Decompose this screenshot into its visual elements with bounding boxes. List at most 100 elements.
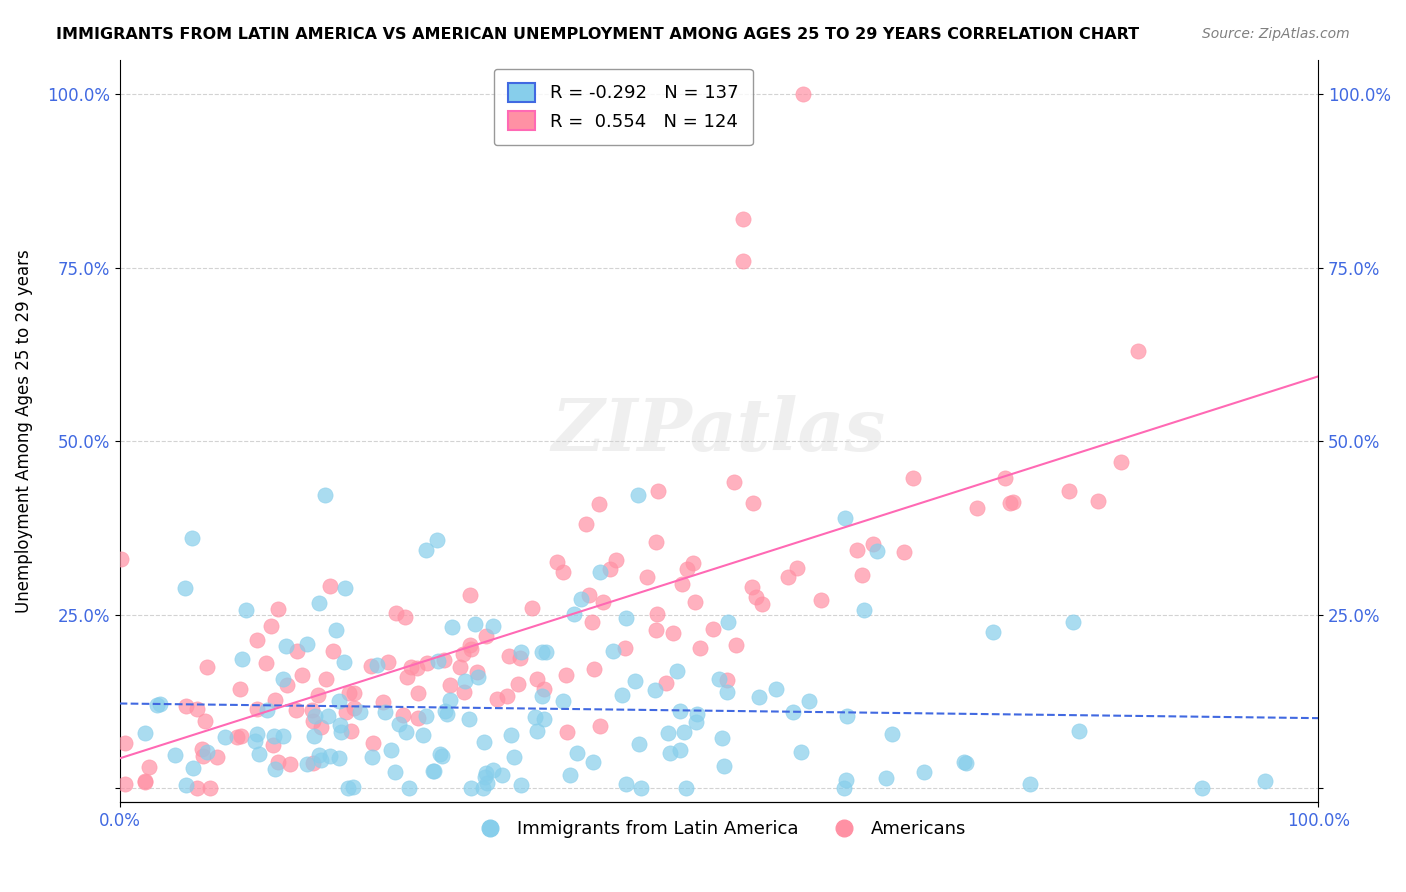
Point xyxy=(429,747,451,761)
Point xyxy=(406,711,429,725)
Point xyxy=(472,735,495,749)
Point xyxy=(406,660,429,674)
Point xyxy=(588,497,610,511)
Point xyxy=(530,689,553,703)
Point xyxy=(114,736,136,750)
Point xyxy=(245,727,267,741)
Point xyxy=(271,673,294,687)
Point xyxy=(509,651,531,665)
Point xyxy=(225,730,247,744)
Point xyxy=(186,702,208,716)
Point xyxy=(474,770,496,784)
Point xyxy=(460,641,482,656)
Point xyxy=(395,724,418,739)
Point xyxy=(745,591,768,605)
Point xyxy=(453,647,475,661)
Point xyxy=(309,720,332,734)
Point xyxy=(624,673,647,688)
Point xyxy=(426,533,449,547)
Point xyxy=(866,543,889,558)
Point xyxy=(955,756,977,771)
Point xyxy=(229,730,252,744)
Point xyxy=(589,719,612,733)
Point xyxy=(835,709,858,723)
Point xyxy=(742,496,765,510)
Point xyxy=(392,708,415,723)
Point xyxy=(207,749,229,764)
Point xyxy=(380,743,402,757)
Point xyxy=(578,588,600,602)
Point xyxy=(186,780,208,795)
Point xyxy=(709,673,731,687)
Point xyxy=(343,686,366,700)
Point xyxy=(430,748,453,763)
Point xyxy=(301,703,323,717)
Point xyxy=(983,625,1005,640)
Point xyxy=(546,555,568,569)
Point xyxy=(374,706,396,720)
Point xyxy=(533,681,555,696)
Point xyxy=(449,659,471,673)
Point xyxy=(1067,724,1090,739)
Point xyxy=(415,543,437,558)
Point xyxy=(669,743,692,757)
Point xyxy=(335,705,357,719)
Point xyxy=(686,706,709,721)
Point xyxy=(398,781,420,796)
Point xyxy=(427,654,450,668)
Point xyxy=(471,781,494,796)
Point xyxy=(340,723,363,738)
Point xyxy=(416,657,439,671)
Point xyxy=(765,681,787,696)
Point xyxy=(612,688,634,702)
Legend: Immigrants from Latin America, Americans: Immigrants from Latin America, Americans xyxy=(464,813,973,846)
Point xyxy=(194,714,217,728)
Point xyxy=(134,773,156,788)
Point xyxy=(994,471,1017,485)
Point xyxy=(498,648,520,663)
Point xyxy=(710,731,733,745)
Point xyxy=(875,771,897,785)
Point xyxy=(685,714,707,729)
Point xyxy=(342,780,364,794)
Point xyxy=(441,619,464,633)
Point xyxy=(669,704,692,718)
Point xyxy=(880,727,903,741)
Point xyxy=(786,561,808,575)
Point xyxy=(337,781,360,796)
Text: ZIPatlas: ZIPatlas xyxy=(553,395,886,467)
Point xyxy=(453,685,475,699)
Point xyxy=(716,673,738,687)
Point xyxy=(235,603,257,617)
Point xyxy=(315,673,337,687)
Point xyxy=(1062,615,1084,630)
Point xyxy=(415,709,437,723)
Point xyxy=(682,557,704,571)
Point xyxy=(506,677,529,691)
Point xyxy=(614,611,637,625)
Point xyxy=(464,616,486,631)
Point xyxy=(673,725,696,739)
Point xyxy=(778,570,800,584)
Point xyxy=(439,693,461,707)
Point xyxy=(832,781,855,796)
Point xyxy=(271,729,294,743)
Point xyxy=(551,565,574,579)
Point xyxy=(325,623,347,637)
Point xyxy=(482,763,505,777)
Point xyxy=(163,747,186,762)
Point xyxy=(246,701,269,715)
Point xyxy=(304,708,326,723)
Point xyxy=(328,751,350,765)
Point xyxy=(243,734,266,748)
Point xyxy=(291,668,314,682)
Point xyxy=(966,501,988,516)
Point xyxy=(790,745,813,759)
Point xyxy=(263,730,285,744)
Point xyxy=(581,615,603,630)
Point xyxy=(644,623,666,637)
Point xyxy=(264,693,287,707)
Point xyxy=(388,717,411,731)
Point xyxy=(503,750,526,764)
Point xyxy=(520,601,543,615)
